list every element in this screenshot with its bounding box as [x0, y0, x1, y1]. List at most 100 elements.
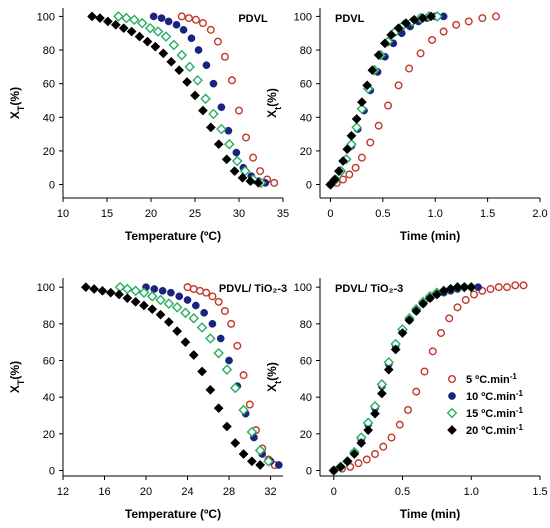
- legend-entry: 20 ºC.min-1: [447, 423, 524, 437]
- data-point: [208, 292, 217, 301]
- data-point: [425, 293, 435, 304]
- data-point: [253, 177, 264, 188]
- data-point: [400, 18, 411, 29]
- data-point: [464, 17, 473, 26]
- chart-panel-1: 0 20 40 60 80 100 10 15 20 25 30 35 Temperature (ºC)…: [8, 8, 289, 243]
- data-point: [404, 315, 415, 326]
- series-open-circle: [177, 12, 279, 187]
- data-point: [466, 282, 477, 293]
- data-point: [397, 328, 408, 338]
- data-point: [418, 298, 429, 309]
- y-tick-label: 60: [43, 356, 55, 368]
- data-point: [439, 27, 448, 36]
- legend-marker: [448, 375, 457, 384]
- data-point: [249, 153, 258, 162]
- data-point: [356, 438, 367, 448]
- data-point: [122, 283, 133, 295]
- chart-panel-3: 0 20 40 60 80 100 12 16 20 24 28 32 Temperature (ºC)…: [8, 278, 287, 521]
- data-point: [182, 77, 193, 87]
- series-open-circle: [183, 283, 279, 470]
- data-point: [206, 25, 215, 34]
- data-point: [461, 296, 470, 305]
- data-point: [237, 172, 248, 183]
- legend-marker: [448, 392, 456, 400]
- data-point: [453, 303, 462, 312]
- data-point: [172, 326, 183, 337]
- data-point: [224, 138, 235, 150]
- data-point: [102, 16, 113, 27]
- data-point: [155, 309, 166, 320]
- data-point: [242, 133, 251, 142]
- data-point: [494, 283, 503, 292]
- data-point: [428, 35, 437, 44]
- series-filled-diamond: [328, 282, 477, 476]
- y-tick-label: 80: [43, 45, 55, 57]
- data-point: [366, 138, 375, 147]
- data-point: [155, 294, 166, 306]
- x-tick-label: 0.5: [375, 208, 390, 220]
- data-point: [409, 14, 420, 25]
- data-point: [205, 122, 216, 133]
- data-point: [163, 317, 174, 327]
- data-point: [202, 288, 211, 297]
- x-axis-title: Temperature (ºC): [125, 229, 221, 243]
- y-tick-label: 40: [43, 112, 55, 124]
- data-point: [274, 461, 283, 469]
- data-point: [149, 12, 158, 21]
- data-point: [105, 287, 116, 298]
- data-point: [452, 282, 463, 293]
- data-point: [209, 79, 218, 88]
- data-point: [370, 408, 380, 419]
- data-point: [503, 283, 512, 292]
- data-point: [328, 465, 339, 476]
- data-point: [383, 364, 394, 375]
- data-point: [420, 367, 429, 376]
- data-point: [246, 426, 258, 438]
- x-tick-label: 12: [57, 486, 69, 498]
- x-tick-label: 35: [277, 208, 289, 220]
- legend: 5 ºC.min-1 10 ºC.min-1 15 ºC.min-1 20 ºC.mi…: [446, 372, 524, 437]
- chart-panel-2: 0 20 40 60 80 100 0 0.5 1.0 1.5 2.0 Time (min) Xt(%)…: [265, 8, 548, 243]
- data-point: [200, 93, 211, 105]
- x-tick-label: 0: [327, 208, 333, 220]
- data-point: [232, 148, 241, 157]
- data-point: [142, 36, 153, 47]
- data-point: [177, 12, 186, 21]
- x-tick-label: 25: [189, 208, 201, 220]
- data-point: [229, 166, 240, 177]
- data-point: [208, 319, 217, 328]
- data-point: [492, 12, 501, 21]
- data-point: [158, 286, 167, 295]
- x-tick-label: 20: [145, 208, 157, 220]
- y-tick-label: 0: [49, 466, 55, 478]
- data-point: [89, 284, 100, 294]
- x-tick-label: 32: [264, 486, 276, 498]
- data-point: [166, 56, 177, 67]
- data-point: [393, 23, 404, 34]
- data-point: [229, 382, 241, 394]
- data-point: [126, 26, 137, 37]
- x-axis-title: Temperature (ºC): [125, 507, 221, 521]
- data-point: [114, 281, 126, 293]
- y-tick-label: 20: [300, 429, 312, 441]
- data-point: [220, 307, 229, 316]
- data-point: [183, 296, 192, 304]
- x-axis-title: Time (min): [400, 507, 460, 521]
- data-point: [367, 65, 378, 76]
- y-tick-label: 100: [294, 11, 312, 23]
- data-point: [379, 38, 390, 49]
- panel-label: PDVL/ TiO₂-3: [219, 283, 287, 295]
- data-point: [196, 322, 208, 333]
- x-axis-title: Time (min): [400, 229, 460, 243]
- data-point: [459, 282, 470, 293]
- data-point: [198, 19, 207, 28]
- panel-label: PDVL: [238, 13, 268, 25]
- y-axis-title: XT(%): [8, 87, 26, 119]
- data-point: [179, 26, 188, 34]
- data-point: [134, 31, 145, 42]
- data-point: [416, 49, 425, 58]
- data-point: [470, 290, 479, 299]
- data-point: [230, 438, 241, 448]
- series-filled-circle: [142, 283, 283, 469]
- series-filled-diamond: [80, 282, 266, 470]
